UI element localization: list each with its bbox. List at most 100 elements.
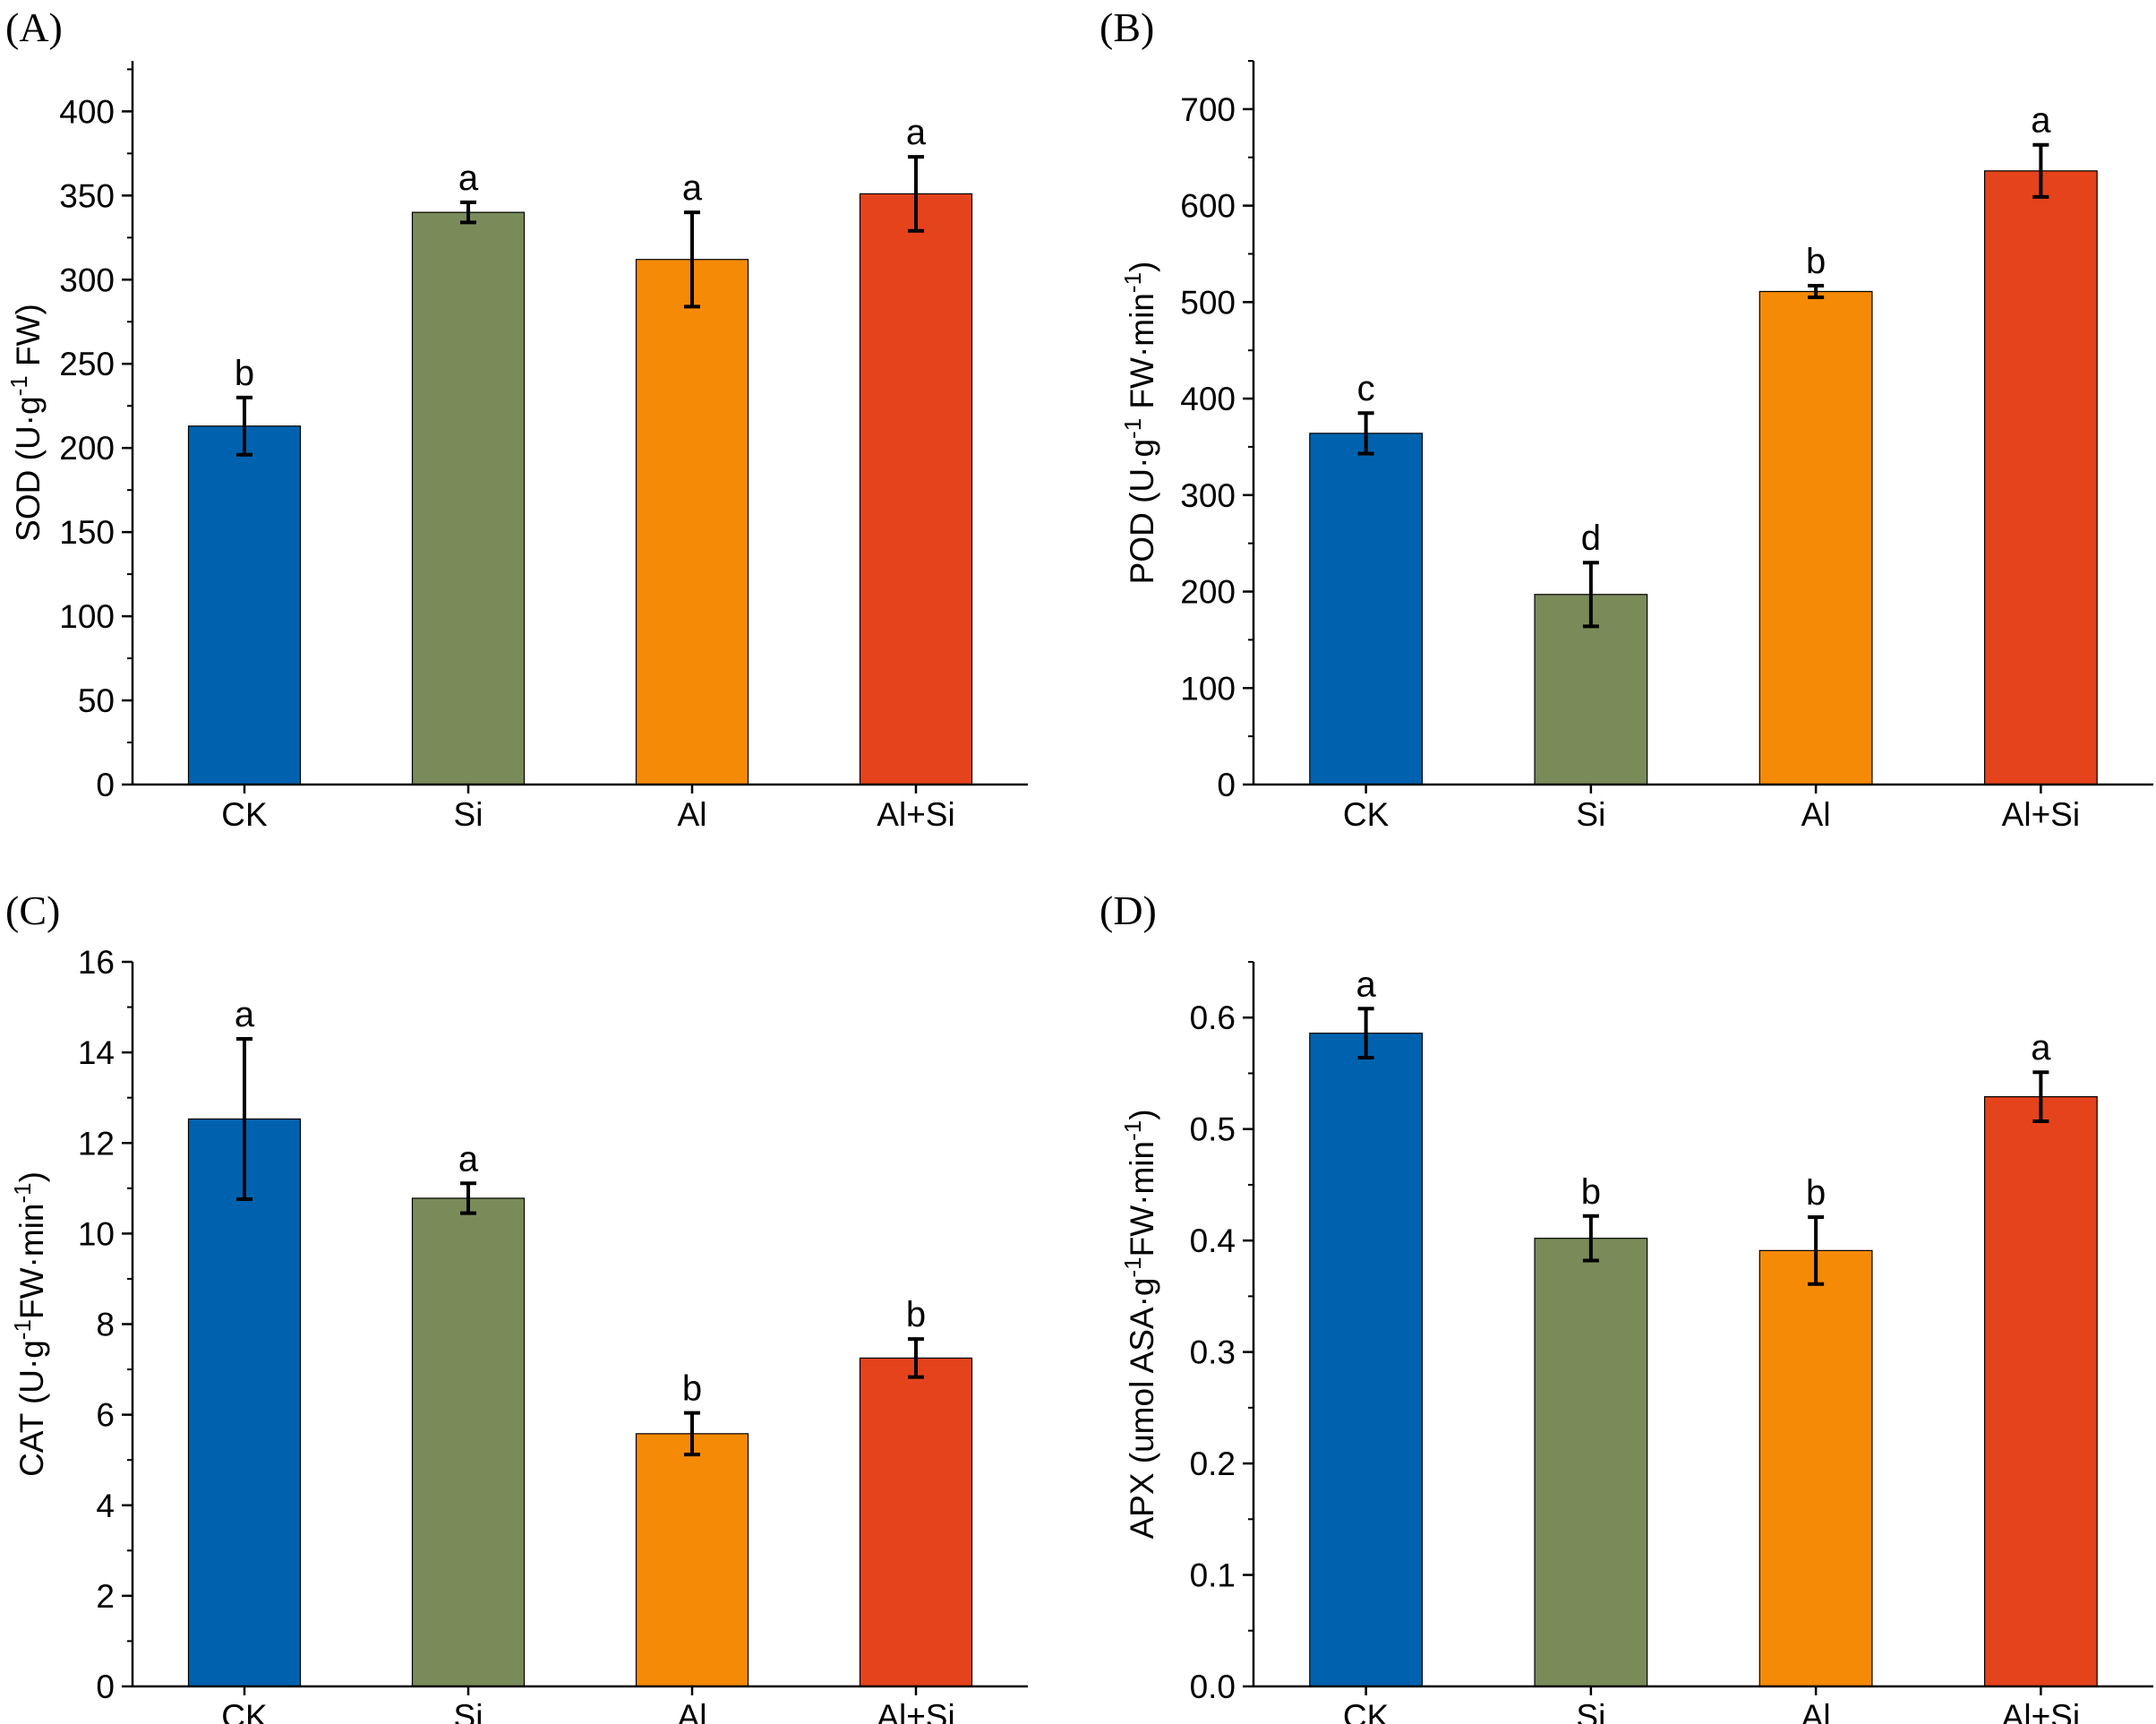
y-tick-label: 250 xyxy=(59,346,115,382)
y-axis-title-superscript: -1 xyxy=(1119,1120,1146,1141)
y-axis-title-part: APX (umol ASA·g xyxy=(1124,1278,1160,1540)
bar-si xyxy=(1534,1238,1648,1687)
y-tick-label: 16 xyxy=(78,944,115,981)
y-tick-label: 600 xyxy=(1180,188,1236,225)
y-tick-label: 150 xyxy=(59,514,115,551)
y-tick-label: 2 xyxy=(96,1578,115,1615)
y-axis-title-superscript: -1 xyxy=(1119,1257,1146,1277)
y-axis-title-superscript: -1 xyxy=(9,1319,36,1340)
x-tick-label: CK xyxy=(1343,796,1390,833)
y-axis-title-part: ) xyxy=(1124,1109,1160,1119)
x-tick-label: CK xyxy=(1343,1698,1390,1724)
bar-al xyxy=(635,1433,749,1687)
significance-label: b xyxy=(906,1295,926,1334)
y-tick-label: 300 xyxy=(59,262,115,298)
bar-al-plus-si xyxy=(1983,170,2098,785)
significance-label: a xyxy=(682,168,703,208)
x-tick-label: Al+Si xyxy=(877,796,954,833)
significance-label: b xyxy=(235,354,254,393)
y-tick-label: 0.5 xyxy=(1190,1111,1236,1148)
y-axis-title-part: ) xyxy=(13,1171,50,1182)
y-tick-label: 100 xyxy=(59,598,115,635)
y-tick-label: 400 xyxy=(59,93,115,130)
x-tick-label: Al xyxy=(678,1698,707,1724)
y-axis-title-part: ) xyxy=(1124,262,1160,272)
bar-al-plus-si xyxy=(859,193,973,785)
x-tick-label: Si xyxy=(454,1698,483,1724)
y-axis-title-superscript: -1 xyxy=(9,1182,36,1203)
y-tick-label: 0 xyxy=(1217,767,1236,803)
y-tick-label: 14 xyxy=(78,1034,115,1071)
significance-label: a xyxy=(458,159,479,198)
panel-label: (D) xyxy=(1099,888,1157,933)
y-axis-title-part: FW·min xyxy=(1124,1141,1160,1257)
y-tick-label: 0.6 xyxy=(1190,999,1236,1036)
y-axis-title-part: CAT (U·g xyxy=(13,1340,50,1477)
bar-si xyxy=(411,211,526,785)
y-tick-label: 0.0 xyxy=(1190,1668,1236,1705)
y-axis-title-part: SOD (U·g xyxy=(10,396,47,541)
y-tick-label: 4 xyxy=(96,1488,115,1524)
y-tick-label: 6 xyxy=(96,1397,115,1434)
y-axis-title-superscript: -1 xyxy=(1119,272,1146,293)
y-tick-label: 0.1 xyxy=(1190,1557,1236,1594)
y-tick-label: 350 xyxy=(59,177,115,214)
y-axis-title-part: FW·min xyxy=(1124,293,1160,418)
significance-label: d xyxy=(1581,519,1601,558)
x-tick-label: CK xyxy=(221,796,268,833)
y-tick-label: 200 xyxy=(1180,574,1236,611)
bar-al xyxy=(1758,290,1873,785)
y-axis-title-part: FW) xyxy=(10,304,47,375)
y-tick-label: 200 xyxy=(59,430,115,467)
x-tick-label: Si xyxy=(1576,1698,1605,1724)
y-tick-label: 10 xyxy=(78,1215,115,1252)
x-tick-label: CK xyxy=(221,1698,268,1724)
y-tick-label: 300 xyxy=(1180,477,1236,514)
bar-al-plus-si xyxy=(859,1357,973,1687)
bar-al xyxy=(1758,1249,1873,1687)
x-tick-label: Al+Si xyxy=(2002,796,2080,833)
x-tick-label: Si xyxy=(454,796,483,833)
y-tick-label: 0 xyxy=(96,1668,115,1705)
x-tick-label: Al xyxy=(678,796,707,833)
panel-label: (B) xyxy=(1099,4,1154,50)
significance-label: b xyxy=(682,1369,702,1409)
x-tick-label: Al+Si xyxy=(877,1698,954,1724)
y-tick-label: 0.4 xyxy=(1190,1222,1236,1259)
significance-label: b xyxy=(1806,242,1826,281)
bar-ck xyxy=(187,425,302,785)
y-tick-label: 0.3 xyxy=(1190,1334,1236,1371)
y-axis-title: APX (umol ASA·g-1FW·min-1) xyxy=(1119,1109,1160,1539)
y-axis-title: POD (U·g-1 FW·min-1) xyxy=(1119,262,1160,585)
y-axis-title: CAT (U·g-1FW·min-1) xyxy=(9,1171,50,1477)
y-tick-label: 8 xyxy=(96,1307,115,1343)
significance-label: b xyxy=(1581,1172,1601,1212)
significance-label: c xyxy=(1357,369,1375,408)
x-tick-label: Al xyxy=(1801,1698,1831,1724)
significance-label: a xyxy=(906,113,927,152)
y-tick-label: 500 xyxy=(1180,284,1236,321)
significance-label: a xyxy=(1356,965,1377,1004)
y-axis-title: SOD (U·g-1 FW) xyxy=(5,304,47,542)
significance-label: a xyxy=(2031,1028,2051,1068)
y-tick-label: 700 xyxy=(1180,91,1236,128)
chart-panel: (B) c CK d Si b Al a Al+Si 0 100 200 300 400 500 600 700… xyxy=(1099,4,2153,833)
chart-panel: (D) a CK b Si b Al a Al+Si 0.0 0.1 0.2 0.3 0.4 0.5 0.6 A… xyxy=(1099,888,2153,1724)
y-tick-label: 0.2 xyxy=(1190,1445,1236,1482)
y-axis-title-part: FW·min xyxy=(13,1204,50,1319)
significance-label: a xyxy=(458,1139,479,1179)
significance-label: b xyxy=(1806,1173,1826,1213)
y-axis-title-superscript: -1 xyxy=(1119,418,1146,439)
y-axis-title-part: POD (U·g xyxy=(1124,439,1160,584)
panel-label: (A) xyxy=(5,4,63,50)
bar-ck xyxy=(1309,433,1424,785)
x-tick-label: Al xyxy=(1801,796,1831,833)
panel-label: (C) xyxy=(5,888,60,933)
significance-label: a xyxy=(2031,101,2051,141)
y-tick-label: 100 xyxy=(1180,670,1236,707)
bar-ck xyxy=(1309,1033,1424,1687)
y-tick-label: 400 xyxy=(1180,381,1236,417)
bar-si xyxy=(411,1197,526,1687)
